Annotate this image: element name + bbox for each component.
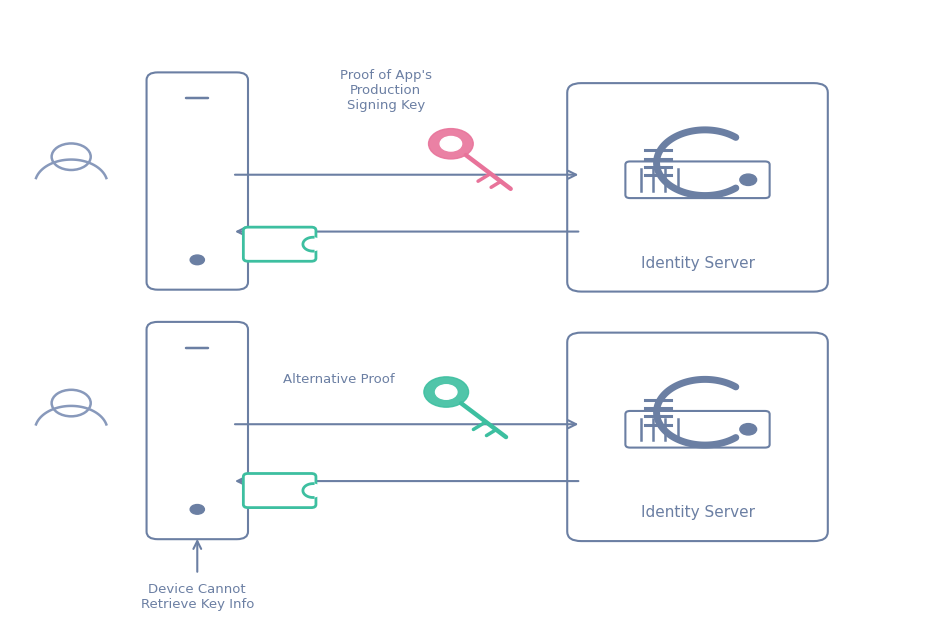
Text: Identity Server: Identity Server	[640, 505, 755, 520]
FancyBboxPatch shape	[625, 411, 770, 447]
Circle shape	[191, 504, 205, 514]
Circle shape	[440, 136, 462, 151]
Circle shape	[303, 237, 323, 251]
Circle shape	[740, 174, 757, 186]
Text: Device Cannot
Retrieve Key Info: Device Cannot Retrieve Key Info	[141, 582, 254, 611]
Circle shape	[191, 255, 205, 265]
Circle shape	[423, 377, 469, 407]
FancyBboxPatch shape	[146, 322, 248, 539]
Circle shape	[436, 385, 457, 399]
Circle shape	[428, 129, 473, 159]
FancyBboxPatch shape	[625, 161, 770, 198]
Text: Alternative Proof: Alternative Proof	[284, 373, 395, 387]
FancyBboxPatch shape	[567, 83, 828, 292]
Circle shape	[740, 424, 757, 435]
FancyBboxPatch shape	[146, 72, 248, 290]
Text: Identity Server: Identity Server	[640, 255, 755, 271]
FancyBboxPatch shape	[567, 333, 828, 541]
Circle shape	[303, 484, 323, 497]
Text: Proof of App's
Production
Signing Key: Proof of App's Production Signing Key	[340, 68, 432, 111]
FancyBboxPatch shape	[243, 474, 316, 508]
FancyBboxPatch shape	[243, 227, 316, 261]
